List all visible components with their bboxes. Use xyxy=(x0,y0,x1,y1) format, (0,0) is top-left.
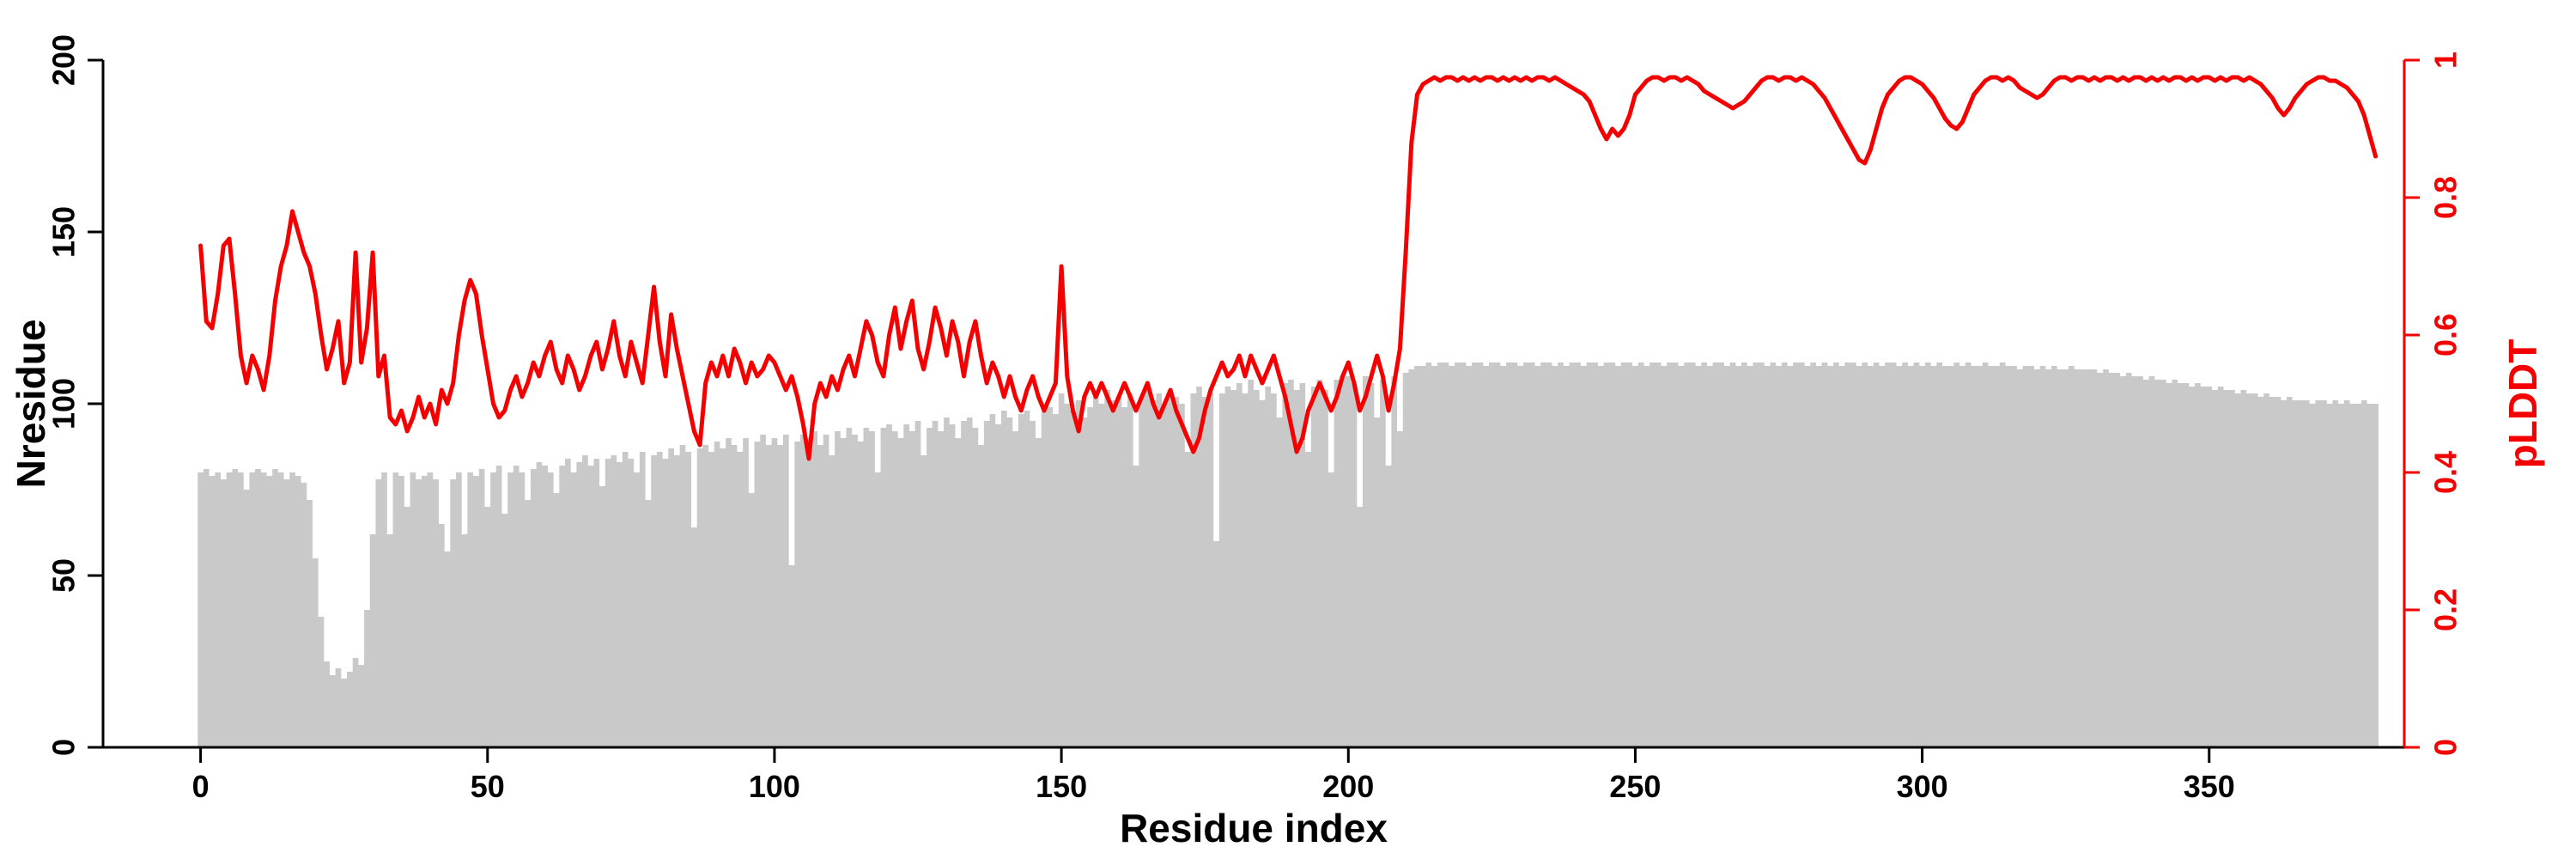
x-tick-label: 250 xyxy=(1609,769,1661,804)
x-tick-label: 100 xyxy=(749,769,800,804)
x-axis-title: Residue index xyxy=(1120,806,1388,850)
plddt-line xyxy=(198,75,2379,461)
y-right-tick-label: 0.8 xyxy=(2428,176,2464,219)
y-left-tick-label: 150 xyxy=(46,206,82,258)
y-left-tick-label: 100 xyxy=(46,378,82,430)
y-right-tick-label: 0.6 xyxy=(2428,314,2464,356)
x-tick-label: 200 xyxy=(1322,769,1374,804)
x-tick-label: 0 xyxy=(192,769,210,804)
x-tick-label: 350 xyxy=(2184,769,2235,804)
y-left-tick-label: 200 xyxy=(46,34,82,86)
y-right-tick-label: 1 xyxy=(2428,52,2464,69)
left-axis-title: Nresidue xyxy=(9,319,53,489)
y-right-tick-label: 0.2 xyxy=(2428,588,2464,631)
right-axis-title: pLDDT xyxy=(2500,338,2545,469)
y-left-tick-label: 0 xyxy=(46,739,82,756)
y-left-tick-label: 50 xyxy=(46,558,82,593)
x-tick-label: 150 xyxy=(1036,769,1087,804)
x-tick-label: 300 xyxy=(1897,769,1948,804)
y-right-tick-label: 0.4 xyxy=(2428,451,2464,494)
nresidue-bars xyxy=(197,362,2379,747)
x-tick-label: 50 xyxy=(471,769,505,804)
y-right-tick-label: 0 xyxy=(2428,739,2464,756)
